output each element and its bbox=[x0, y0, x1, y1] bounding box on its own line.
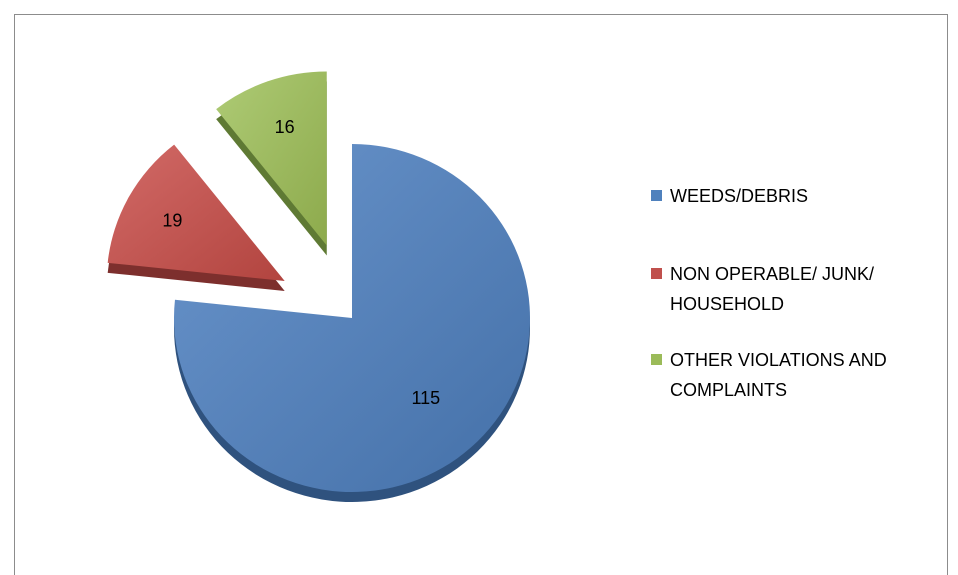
legend-label-1-1: HOUSEHOLD bbox=[670, 294, 784, 314]
data-label-2: 16 bbox=[275, 117, 295, 137]
legend-label-1-0: NON OPERABLE/ JUNK/ bbox=[670, 264, 874, 284]
legend-swatch-2 bbox=[651, 354, 662, 365]
legend-label-2-0: OTHER VIOLATIONS AND bbox=[670, 350, 887, 370]
legend-swatch-0 bbox=[651, 190, 662, 201]
legend: WEEDS/DEBRIS NON OPERABLE/ JUNK/HOUSEHOLD… bbox=[651, 186, 887, 400]
pie-slice-1 bbox=[107, 144, 285, 282]
slice-tops bbox=[107, 71, 530, 492]
pie-slice-0 bbox=[174, 144, 530, 492]
data-labels: 115 19 16 bbox=[162, 117, 440, 408]
pie-slice-2 bbox=[216, 71, 327, 246]
data-label-0: 115 bbox=[411, 388, 440, 408]
legend-label-0-0: WEEDS/DEBRIS bbox=[670, 186, 808, 206]
legend-label-2-1: COMPLAINTS bbox=[670, 380, 787, 400]
legend-swatch-1 bbox=[651, 268, 662, 279]
data-label-1: 19 bbox=[162, 211, 182, 231]
